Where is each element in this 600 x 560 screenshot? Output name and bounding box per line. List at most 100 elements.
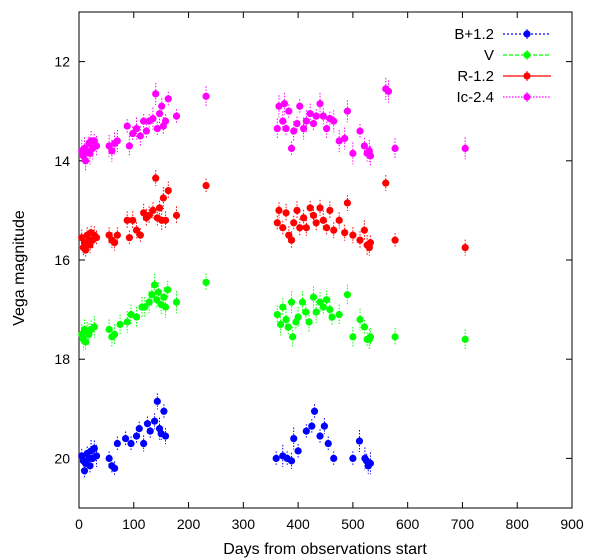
- data-point: [92, 234, 101, 242]
- x-axis: 0 100 200 300 400 500 600 700 800 900: [75, 12, 584, 532]
- data-point: [330, 454, 338, 462]
- data-point: [273, 310, 281, 319]
- series-r-1-2: [78, 170, 469, 258]
- data-point: [276, 320, 285, 329]
- data-point: [312, 308, 320, 316]
- data-point: [158, 102, 166, 110]
- data-point: [302, 427, 310, 435]
- data-point: [302, 224, 310, 232]
- data-point: [125, 142, 133, 150]
- data-point: [149, 206, 157, 214]
- data-point: [312, 112, 320, 120]
- data-point: [127, 439, 135, 448]
- y-tick-label: 18: [54, 351, 70, 367]
- data-point: [86, 462, 94, 470]
- legend-item: Ic-2.4: [456, 89, 551, 106]
- data-point: [143, 420, 152, 428]
- data-point: [284, 323, 292, 331]
- data-point: [309, 120, 318, 128]
- data-point: [309, 293, 318, 301]
- data-point: [90, 323, 98, 331]
- x-tick-label: 100: [122, 516, 146, 532]
- y-tick-label: 12: [54, 54, 70, 70]
- data-point: [123, 122, 131, 130]
- data-point: [113, 439, 121, 448]
- data-point: [121, 434, 130, 443]
- data-point: [461, 144, 469, 152]
- data-point: [298, 298, 307, 306]
- data-point: [391, 333, 399, 341]
- series-layer: [78, 77, 469, 478]
- data-point: [330, 226, 338, 234]
- data-point: [132, 313, 141, 321]
- data-point: [153, 397, 161, 405]
- data-point: [282, 209, 290, 217]
- y-axis-title: Vega magnitude: [11, 210, 28, 326]
- data-point: [202, 278, 210, 286]
- data-point: [335, 137, 343, 145]
- legend-marker: [523, 30, 531, 38]
- data-point: [343, 291, 352, 299]
- data-point: [136, 132, 144, 140]
- data-point: [384, 87, 393, 95]
- data-point: [360, 226, 368, 234]
- x-tick-label: 200: [177, 516, 201, 532]
- data-point: [132, 226, 141, 234]
- x-axis-title: Days from observations start: [223, 541, 427, 558]
- data-point: [316, 100, 324, 108]
- data-point: [127, 310, 135, 319]
- data-point: [343, 107, 352, 115]
- legend-item: V: [484, 47, 551, 64]
- data-point: [287, 236, 296, 244]
- data-point: [90, 444, 98, 453]
- data-point: [391, 144, 399, 152]
- data-point: [123, 318, 131, 326]
- data-point: [123, 216, 131, 224]
- data-point: [161, 216, 170, 224]
- data-point: [280, 100, 289, 108]
- data-point: [328, 313, 336, 321]
- data-point: [155, 110, 164, 118]
- data-point: [272, 454, 280, 462]
- data-point: [366, 333, 375, 341]
- x-tick-label: 0: [75, 516, 83, 532]
- data-point: [146, 427, 154, 435]
- data-point: [312, 219, 320, 227]
- x-tick-label: 800: [506, 516, 530, 532]
- data-point: [308, 422, 316, 430]
- data-point: [172, 112, 181, 120]
- data-point: [299, 214, 308, 222]
- data-point: [287, 144, 296, 152]
- data-point: [145, 211, 153, 219]
- x-tick-label: 300: [232, 516, 256, 532]
- data-point: [293, 206, 301, 214]
- data-point: [290, 434, 298, 443]
- data-point: [461, 335, 469, 343]
- legend-marker: [523, 51, 531, 59]
- data-point: [349, 149, 357, 157]
- data-point: [306, 204, 314, 212]
- data-point: [299, 124, 308, 133]
- data-point: [105, 454, 113, 462]
- data-point: [113, 231, 121, 239]
- data-point: [356, 127, 364, 135]
- legend-label: Ic-2.4: [456, 89, 494, 106]
- data-point: [129, 129, 137, 138]
- legend: B+1.2 V R-1.2 Ic-2.4: [454, 26, 551, 106]
- data-point: [132, 124, 141, 133]
- data-point: [164, 186, 172, 195]
- data-point: [326, 206, 334, 214]
- data-point: [172, 211, 181, 219]
- data-point: [111, 239, 119, 247]
- data-point: [140, 117, 148, 125]
- y-axis: 12 14 16 18 20: [54, 54, 572, 466]
- data-point: [309, 211, 318, 219]
- data-point: [330, 117, 338, 125]
- data-point: [290, 127, 298, 135]
- data-point: [160, 407, 168, 415]
- data-point: [150, 417, 159, 425]
- data-point: [141, 303, 149, 311]
- data-point: [335, 310, 343, 319]
- data-point: [153, 124, 161, 133]
